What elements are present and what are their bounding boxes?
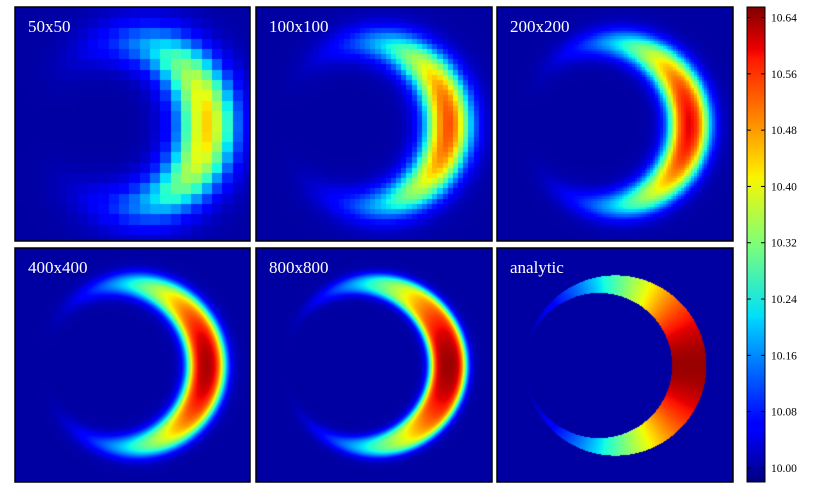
colorbar-ticks: 10.00 10.08 10.16 10.24 10.32 10.40 10.48 10.56… bbox=[747, 13, 797, 475]
heatmap-image bbox=[497, 248, 733, 482]
colorbar-tick-label: 10.00 bbox=[771, 463, 797, 475]
colorbar-tick-label: 10.24 bbox=[771, 294, 797, 306]
heatmap-image bbox=[15, 7, 250, 241]
panel-frame bbox=[255, 247, 493, 483]
heatmap-panel-analytic: analytic bbox=[496, 247, 734, 483]
colorbar-tick-label: 10.08 bbox=[771, 407, 797, 419]
heatmap-image bbox=[256, 248, 492, 482]
colorbar-tick-label: 10.48 bbox=[771, 125, 797, 137]
panel-title: 100x100 bbox=[269, 17, 329, 36]
panel-frame bbox=[255, 6, 493, 242]
heatmap-panel-800x800: 800x800 bbox=[255, 247, 493, 483]
panel-frame bbox=[496, 247, 734, 483]
panel-title: analytic bbox=[510, 258, 564, 277]
heatmap-panel-400x400: 400x400 bbox=[14, 247, 251, 483]
panel-title: 50x50 bbox=[28, 17, 71, 36]
colorbar: 10.00 10.08 10.16 10.24 10.32 10.40 10.48 10.56… bbox=[746, 6, 797, 483]
colorbar-tick-label: 10.64 bbox=[771, 13, 797, 25]
heatmap-panels: 50x50 100x100 200x200 400x400 800x800 analyti… bbox=[14, 6, 734, 483]
colorbar-tick-label: 10.56 bbox=[771, 69, 797, 81]
panel-frame bbox=[14, 247, 251, 483]
colorbar-tick-label: 10.16 bbox=[771, 350, 797, 362]
heatmap-panel-50x50: 50x50 bbox=[14, 6, 251, 242]
heatmap-panel-100x100: 100x100 bbox=[255, 6, 493, 242]
panel-frame bbox=[14, 6, 251, 242]
colorbar-tick-label: 10.40 bbox=[771, 181, 797, 193]
heatmap-panel-200x200: 200x200 bbox=[496, 6, 734, 242]
heatmap-image bbox=[497, 7, 733, 241]
panel-title: 800x800 bbox=[269, 258, 329, 277]
colorbar-frame bbox=[746, 6, 766, 483]
colorbar-tick-label: 10.32 bbox=[771, 238, 797, 250]
colorbar-gradient bbox=[747, 7, 765, 482]
panel-frame bbox=[496, 6, 734, 242]
panel-title: 200x200 bbox=[510, 17, 570, 36]
heatmap-image bbox=[15, 248, 250, 482]
heatmap-image bbox=[256, 7, 492, 241]
panel-title: 400x400 bbox=[28, 258, 88, 277]
